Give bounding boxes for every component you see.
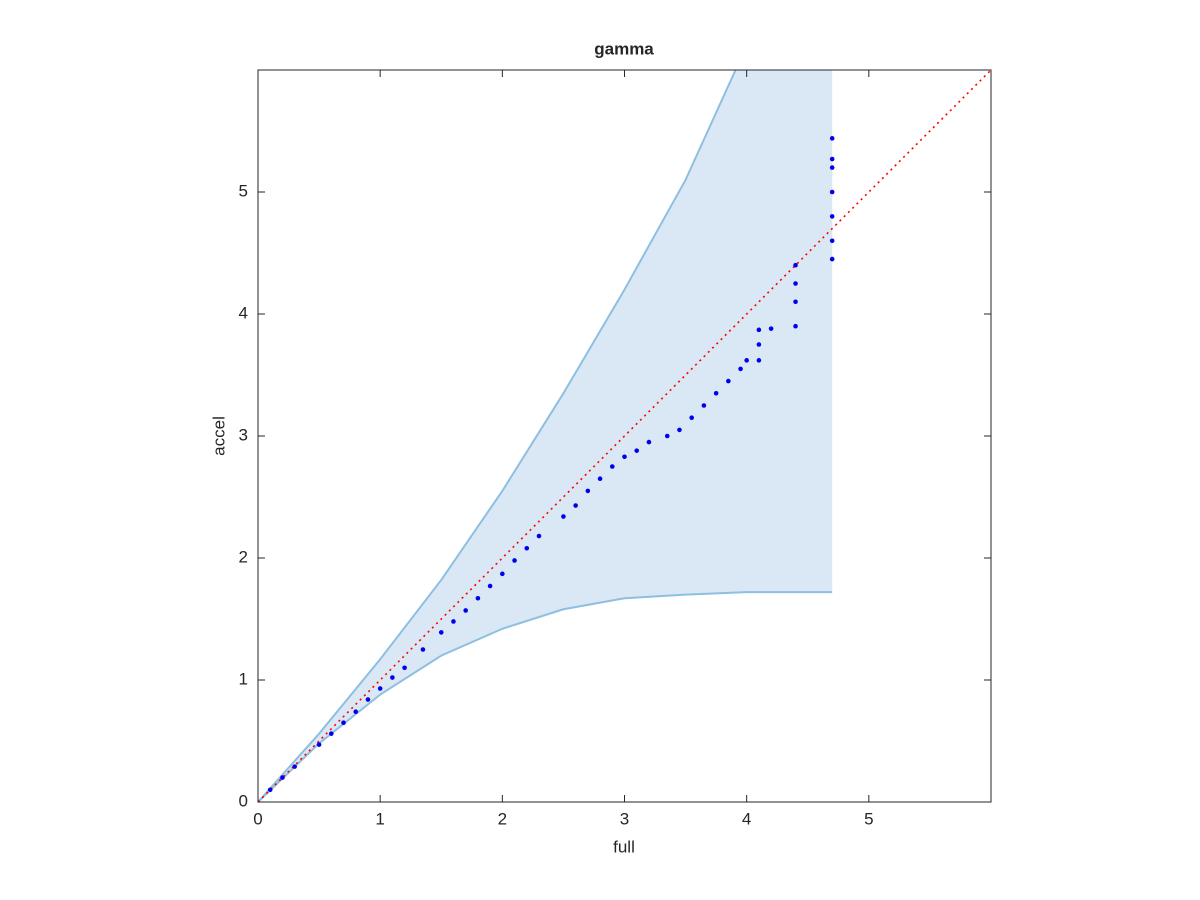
- x-axis-label: full: [613, 837, 635, 856]
- point: [829, 136, 835, 141]
- point: [365, 697, 371, 702]
- point: [377, 686, 383, 691]
- point: [280, 775, 285, 780]
- point: [829, 189, 835, 195]
- point: [451, 619, 456, 624]
- x-tick-label: 4: [742, 809, 751, 828]
- chart-title: gamma: [594, 39, 654, 58]
- point: [756, 342, 762, 347]
- point: [316, 742, 322, 747]
- point: [524, 545, 530, 551]
- point: [329, 731, 334, 736]
- point: [585, 488, 591, 494]
- plot-area: [258, 70, 991, 802]
- point: [664, 433, 670, 439]
- point: [420, 647, 426, 652]
- x-tick-label: 2: [498, 809, 507, 828]
- x-tick-label: 0: [253, 809, 262, 828]
- point: [793, 323, 798, 329]
- point: [438, 630, 444, 635]
- point: [756, 358, 762, 363]
- point: [597, 476, 603, 482]
- point: [829, 165, 835, 170]
- point: [561, 514, 566, 519]
- point: [341, 720, 346, 725]
- point: [500, 571, 505, 577]
- point: [768, 326, 774, 331]
- y-axis-label: accel: [209, 416, 228, 456]
- y-tick-label: 5: [239, 181, 248, 200]
- point: [267, 787, 273, 793]
- point: [793, 281, 798, 286]
- point: [713, 391, 719, 396]
- y-tick-label: 2: [239, 547, 248, 566]
- point: [634, 448, 640, 453]
- point: [573, 503, 578, 508]
- band-fill: [258, 70, 833, 802]
- x-tick-label: 5: [864, 809, 873, 828]
- point: [726, 378, 731, 384]
- point: [292, 764, 297, 769]
- point: [622, 454, 627, 460]
- band-upper: [258, 70, 737, 802]
- y-tick-label: 4: [239, 303, 248, 322]
- point: [738, 366, 743, 372]
- point: [829, 238, 835, 244]
- x-tick-label: 3: [620, 809, 629, 828]
- point: [353, 709, 359, 715]
- y-tick-label: 0: [239, 791, 248, 810]
- point: [829, 156, 835, 162]
- point: [744, 358, 749, 363]
- y-tick-label: 1: [239, 669, 248, 688]
- point: [475, 595, 481, 601]
- point: [402, 665, 407, 671]
- band-lower: [258, 591, 833, 802]
- point: [829, 256, 835, 262]
- point: [646, 439, 652, 445]
- reference-line: [258, 70, 991, 802]
- point: [512, 558, 517, 563]
- point: [701, 403, 707, 408]
- point: [793, 262, 798, 268]
- point: [536, 533, 542, 539]
- point: [793, 299, 798, 305]
- point: [829, 214, 835, 219]
- point: [390, 675, 395, 680]
- point: [689, 415, 694, 421]
- y-tick-label: 3: [239, 425, 248, 444]
- point: [487, 583, 493, 589]
- point: [756, 327, 762, 333]
- x-tick-label: 1: [375, 809, 384, 828]
- point: [463, 608, 468, 613]
- point: [609, 464, 615, 469]
- point: [677, 427, 682, 433]
